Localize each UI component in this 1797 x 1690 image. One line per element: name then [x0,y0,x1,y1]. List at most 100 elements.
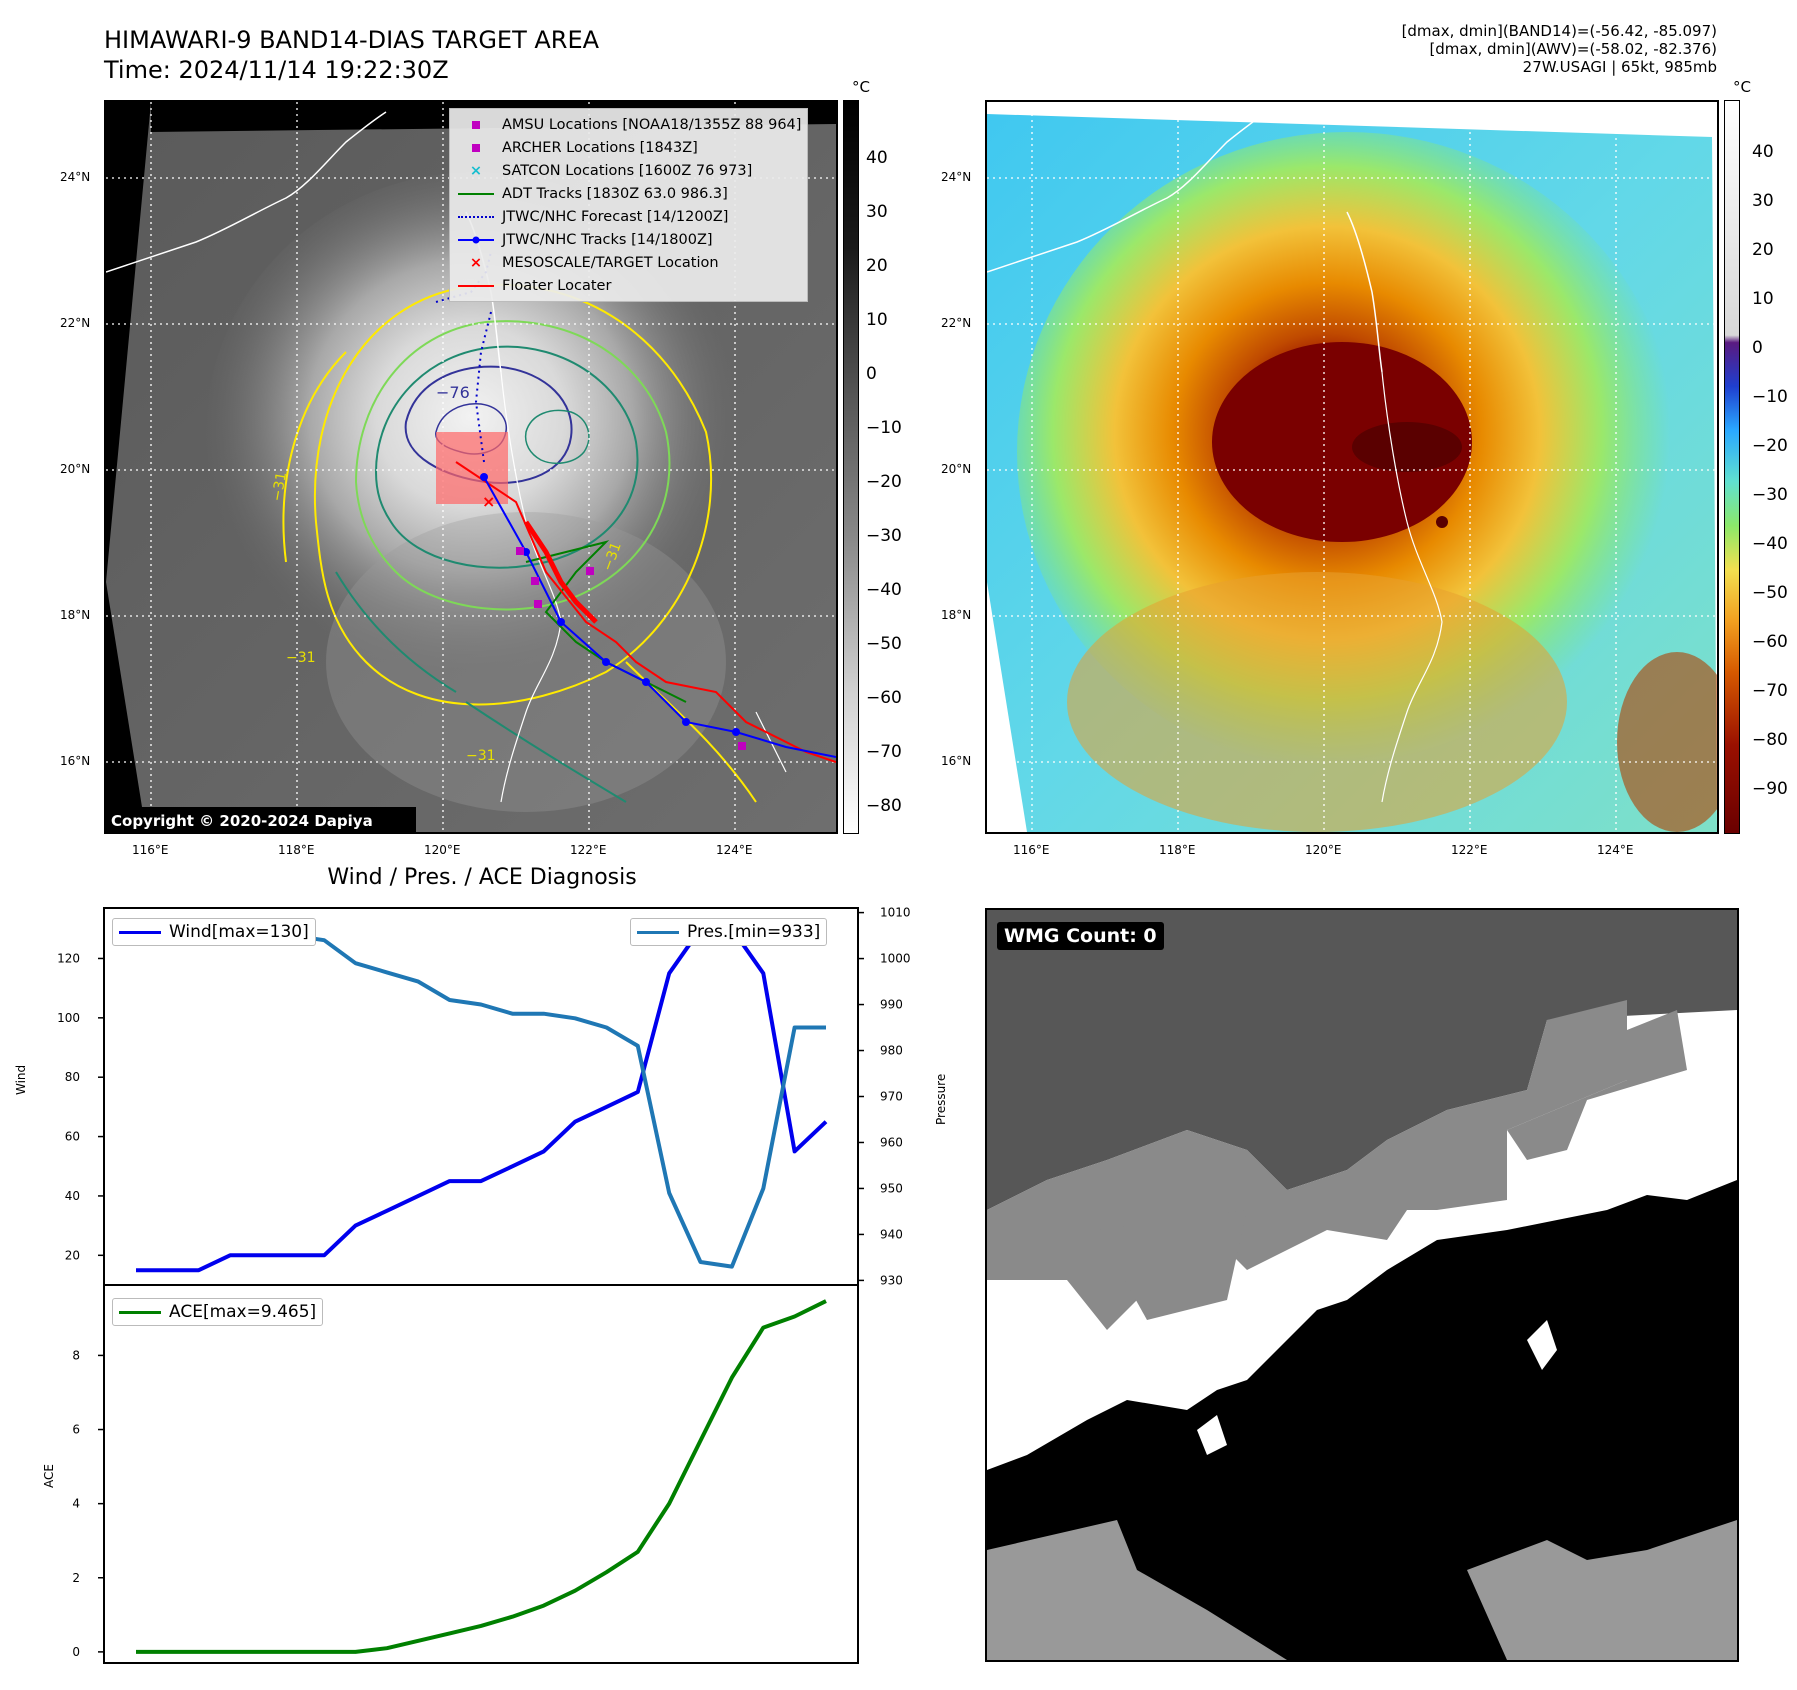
y-tick-label: 0 [72,1645,80,1659]
wmg-panel: WMG Count: 0 [985,908,1739,1662]
lon-label-124: 124°E [716,843,753,857]
lon-label-118: 118°E [278,843,315,857]
pres-axis-label: Pressure [934,1073,948,1125]
wind-pres-frame [103,907,859,1286]
y-tick-label: 20 [65,1248,80,1262]
map-legend: AMSU Locations [NOAA18/1355Z 88 964] ARC… [449,108,809,302]
y2-tick-label: 950 [880,1181,903,1195]
ace-frame [103,1284,859,1664]
color-cb-tick: −10 [1752,387,1788,407]
wind-line [136,926,828,1273]
diagnosis-chart: 2040608010012093094095096097098099010001… [57,906,911,1664]
svg-text:−31: −31 [269,471,290,503]
lon-label-122: 122°E [570,843,607,857]
y2-tick-label: 960 [880,1135,903,1149]
lon-label-120-right: 120°E [1305,843,1342,857]
lon-label-116-right: 116°E [1013,843,1050,857]
gray-cb-tick: −20 [866,472,902,492]
gray-cb-tick: −50 [866,634,902,654]
chart-title: HIMAWARI-9 BAND14-DIAS TARGET AREA [104,26,600,54]
lon-label-122-right: 122°E [1451,843,1488,857]
lat-label-20-right: 20°N [941,462,972,476]
wmg-count-badge: WMG Count: 0 [997,922,1164,950]
y-tick-label: 100 [57,1011,80,1025]
svg-text:−31: −31 [286,650,316,666]
lat-label-18: 18°N [60,608,91,622]
y2-tick-label: 1000 [880,952,911,966]
legend-satcon: × SATCON Locations [1600Z 76 973] [469,162,753,179]
y-tick-label: 120 [57,951,80,965]
legend-jtwc-forecast: JTWC/NHC Forecast [14/1200Z] [456,205,801,228]
lon-label-120: 120°E [424,843,461,857]
lat-label-16-right: 16°N [941,754,972,768]
lon-label-118-right: 118°E [1159,843,1196,857]
svg-text:−31: −31 [466,748,496,764]
svg-text:×: × [482,492,495,511]
color-cb-tick: 40 [1752,142,1774,162]
target-area-box [436,432,508,504]
diagnosis-title: Wind / Pres. / ACE Diagnosis [327,865,637,890]
legend-target: × MESOSCALE/TARGET Location [469,254,719,271]
y2-tick-label: 970 [880,1090,903,1104]
svg-text:−76: −76 [436,383,470,402]
lat-label-22: 22°N [60,316,91,330]
lat-label-18-right: 18°N [941,608,972,622]
wmg-image [987,910,1737,1660]
lon-label-124-right: 124°E [1597,843,1634,857]
color-cb-tick: −20 [1752,436,1788,456]
gray-cb-tick: 20 [866,256,888,276]
info-storm: 27W.USAGI | 65kt, 985mb [1522,58,1717,76]
y-tick-label: 6 [72,1423,80,1437]
ace-chart: 0 2 4 6 8 [72,1284,859,1664]
legend-adt: ADT Tracks [1830Z 63.0 986.3] [456,182,801,205]
wind-legend: Wind[max=130] [112,918,316,946]
color-map [987,102,1717,832]
pressure-line [136,919,826,1269]
gray-cb-tick: 10 [866,310,888,330]
gray-cb-tick: −30 [866,526,902,546]
y-tick-label: 4 [72,1497,80,1511]
gray-cb-tick: 0 [866,364,877,384]
color-cb-tick: −30 [1752,485,1788,505]
color-cb-tick: −80 [1752,730,1788,750]
lat-label-22-right: 22°N [941,316,972,330]
jtwc-forecast-track-2 [474,311,492,463]
gray-cb-tick: −40 [866,580,902,600]
color-cb-tick: −50 [1752,583,1788,603]
color-map-panel [985,100,1719,834]
legend-floater: Floater Locater [456,274,801,297]
y2-tick-label: 990 [880,998,903,1012]
legend-amsu: AMSU Locations [NOAA18/1355Z 88 964] [456,113,801,136]
ace-legend: ACE[max=9.465] [112,1298,324,1326]
gray-cb-tick: −70 [866,742,902,762]
y-tick-label: 8 [72,1348,80,1362]
y-tick-label: 2 [72,1571,80,1585]
copyright-text: Copyright © 2020-2024 Dapiya [106,810,378,832]
color-cb-tick: 10 [1752,289,1774,309]
wind-axis-label: Wind [14,1064,28,1095]
color-cb-tick: −70 [1752,681,1788,701]
gray-colorbar-unit: °C [852,78,870,96]
y2-tick-label: 930 [880,1273,903,1287]
gray-cb-tick: −10 [866,418,902,438]
gray-cb-tick: −80 [866,796,902,816]
gray-cb-tick: 30 [866,202,888,222]
wind-pres-chart: 20 40 60 80 100 120 930 940 950 960 970 980 990 1000 1… [57,906,910,1288]
y-tick-label: 60 [65,1130,80,1144]
color-colorbar [1724,100,1740,834]
lat-label-24: 24°N [60,170,91,184]
y2-tick-label: 1010 [880,906,911,920]
y-tick-label: 80 [65,1070,80,1084]
legend-jtwc-tracks: JTWC/NHC Tracks [14/1800Z] [456,228,801,251]
lon-label-116: 116°E [132,843,169,857]
pres-legend: Pres.[min=933] [630,918,828,946]
lat-label-20: 20°N [60,462,91,476]
color-cb-tick: 30 [1752,191,1774,211]
color-cb-tick: −40 [1752,534,1788,554]
ace-line [136,1299,827,1654]
gray-cb-tick: −60 [866,688,902,708]
info-band14: [dmax, dmin](BAND14)=(-56.42, -85.097) [1401,22,1717,40]
color-cb-tick: 20 [1752,240,1774,260]
ace-axis-label: ACE [42,1464,56,1488]
y2-tick-label: 940 [880,1227,903,1241]
